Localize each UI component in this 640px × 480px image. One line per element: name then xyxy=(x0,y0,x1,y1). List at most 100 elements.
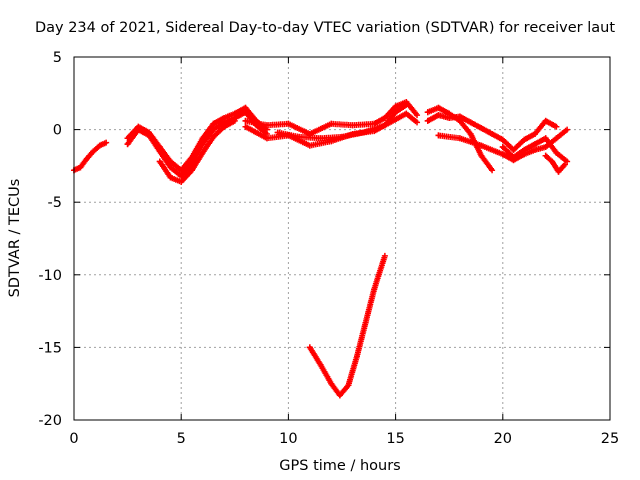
data-point xyxy=(339,133,345,140)
series-track-12 xyxy=(542,152,568,175)
data-point xyxy=(90,148,97,155)
data-point xyxy=(371,120,378,127)
data-point xyxy=(231,117,238,124)
y-tick-label: -10 xyxy=(38,268,62,284)
data-point xyxy=(317,361,324,368)
data-point xyxy=(199,135,206,142)
data-point xyxy=(414,119,421,126)
data-point xyxy=(553,123,560,130)
data-point xyxy=(467,119,474,126)
data-point xyxy=(435,104,442,111)
data-point xyxy=(263,135,270,142)
data-point xyxy=(381,252,388,259)
data-point xyxy=(167,174,174,181)
data-point xyxy=(531,141,538,148)
data-point xyxy=(296,133,303,140)
data-point xyxy=(328,380,335,387)
data-point xyxy=(306,344,313,351)
data-point xyxy=(478,142,485,149)
data-point xyxy=(221,123,228,130)
data-point xyxy=(403,99,410,106)
data-point xyxy=(306,142,313,149)
data-point xyxy=(317,135,324,142)
x-tick-label: 25 xyxy=(601,431,619,447)
data-point xyxy=(345,382,352,389)
data-point xyxy=(424,109,431,116)
data-point xyxy=(553,149,560,156)
data-point xyxy=(467,130,474,137)
data-point xyxy=(156,144,163,151)
data-point xyxy=(392,103,399,110)
series-track-10 xyxy=(435,126,571,164)
data-point xyxy=(178,178,185,185)
data-point xyxy=(124,141,131,148)
data-point xyxy=(553,135,560,142)
data-point xyxy=(178,167,185,174)
x-tick-label: 10 xyxy=(279,431,297,447)
data-point xyxy=(199,149,206,156)
data-point xyxy=(403,110,410,117)
data-point xyxy=(542,135,549,142)
grid xyxy=(74,57,610,420)
data-point xyxy=(135,123,142,130)
data-point xyxy=(381,114,388,121)
data-point xyxy=(83,155,90,162)
x-tick-label: 0 xyxy=(69,431,78,447)
data-point xyxy=(446,114,453,121)
data-point xyxy=(242,117,249,124)
data-point xyxy=(531,130,538,137)
data-point xyxy=(221,114,228,121)
data-point xyxy=(564,126,571,133)
data-point xyxy=(489,130,496,137)
data-point xyxy=(188,167,195,174)
data-point xyxy=(499,144,506,151)
y-tick-label: -20 xyxy=(38,413,62,429)
y-tick-label: -5 xyxy=(48,195,62,211)
data-point xyxy=(306,130,313,137)
data-point xyxy=(542,144,549,151)
data-point xyxy=(424,117,431,124)
data-point xyxy=(489,167,496,174)
data-point xyxy=(336,392,343,399)
data-point xyxy=(549,158,556,165)
data-point xyxy=(263,122,270,129)
data-point xyxy=(188,154,195,161)
data-point xyxy=(77,164,84,171)
series-track-13 xyxy=(306,252,388,399)
chart-title: Day 234 of 2021, Sidereal Day-to-day VTE… xyxy=(35,20,615,36)
data-point xyxy=(456,113,463,120)
data-point xyxy=(96,142,103,149)
series-track-11 xyxy=(499,135,571,165)
data-point xyxy=(360,129,367,136)
series-track-6 xyxy=(242,99,421,137)
data-point xyxy=(328,138,335,145)
data-point xyxy=(456,135,463,142)
data-point xyxy=(478,125,485,132)
data-point xyxy=(242,104,249,111)
data-point xyxy=(285,120,292,127)
data-point xyxy=(231,110,238,117)
data-point xyxy=(124,135,131,142)
data-point xyxy=(499,151,506,158)
data-point xyxy=(103,139,110,146)
x-tick-label: 5 xyxy=(177,431,186,447)
data-point xyxy=(542,152,549,159)
series-track-3 xyxy=(124,104,270,174)
data-point xyxy=(167,164,174,171)
data-point xyxy=(435,112,442,119)
data-point xyxy=(362,319,369,326)
data-point xyxy=(210,120,217,127)
y-tick-label: 0 xyxy=(53,123,62,139)
data-point xyxy=(510,146,517,153)
x-tick-label: 20 xyxy=(494,431,512,447)
x-tick-label: 15 xyxy=(386,431,404,447)
series-track-4 xyxy=(156,117,238,185)
data-point xyxy=(435,132,442,139)
data-point xyxy=(510,154,517,161)
data-point xyxy=(274,129,281,136)
data-point xyxy=(521,146,528,153)
data-point xyxy=(499,136,506,143)
data-point xyxy=(478,152,485,159)
